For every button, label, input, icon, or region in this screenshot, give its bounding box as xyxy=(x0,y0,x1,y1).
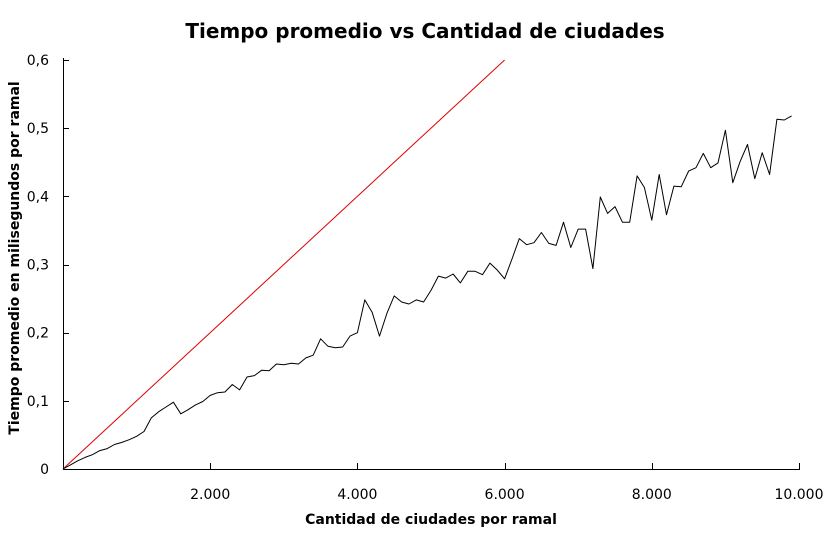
y-axis-label: Tiempo promedio en milisegundos por rama… xyxy=(7,81,23,434)
series-group xyxy=(62,59,792,470)
x-tick-label: 8.000 xyxy=(632,487,672,503)
y-tick-label: 0,4 xyxy=(27,189,49,205)
x-tick-label: 10.000 xyxy=(775,487,824,503)
y-tick-label: 0,1 xyxy=(27,394,49,410)
axes xyxy=(63,58,800,470)
x-axis-label: Cantidad de ciudades por ramal xyxy=(305,512,557,528)
series-line-black xyxy=(62,115,792,470)
y-tick-label: 0,3 xyxy=(27,258,49,274)
x-tick-label: 6.000 xyxy=(485,487,525,503)
y-tick-label: 0 xyxy=(40,462,49,478)
ticks: 2.000 4.000 6.000 8.000 10.000 0 0,1 0,2 0,3 0,4 0… xyxy=(27,53,824,503)
x-tick-label: 2.000 xyxy=(190,487,230,503)
chart-title: Tiempo promedio vs Cantidad de ciudades xyxy=(185,19,664,43)
y-tick-label: 0,5 xyxy=(27,121,49,137)
y-tick-label: 0,6 xyxy=(27,53,49,69)
series-line-red xyxy=(62,59,505,470)
y-tick-label: 0,2 xyxy=(27,326,49,342)
x-tick-label: 4.000 xyxy=(337,487,377,503)
